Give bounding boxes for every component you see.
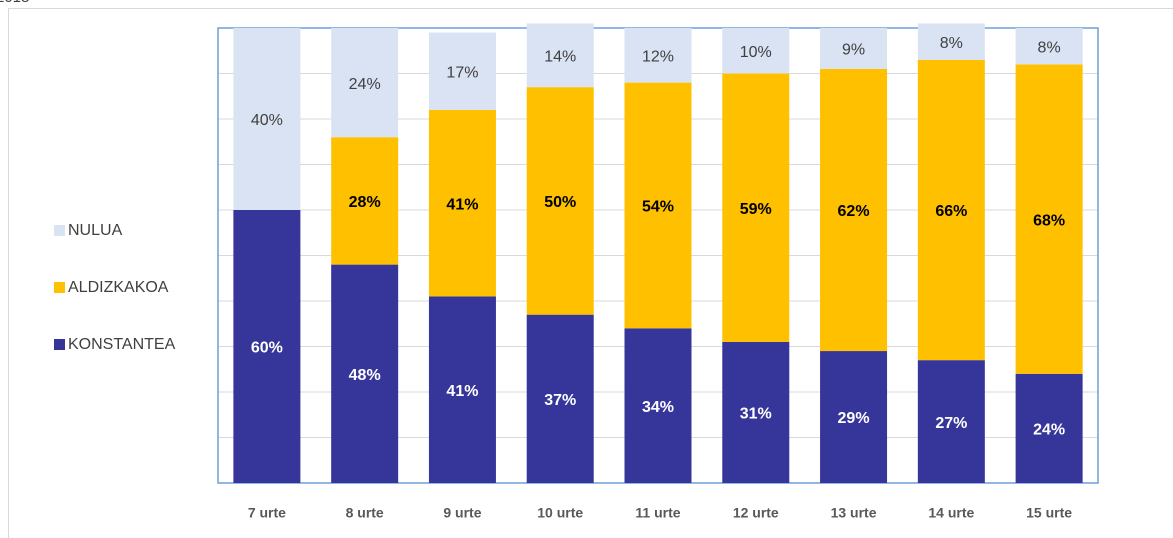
x-tick-label: 11 urte (635, 505, 680, 521)
bar-segment (820, 351, 888, 483)
x-tick-label: 9 urte (443, 505, 481, 521)
x-tick-label: 10 urte (537, 505, 583, 521)
bar-segment (428, 296, 496, 483)
data-label: 24% (1033, 422, 1065, 439)
legend-swatch (54, 282, 65, 293)
bar-segment (526, 87, 594, 315)
data-label: 60% (251, 340, 283, 357)
data-label: 8% (940, 35, 963, 52)
data-label: 37% (544, 392, 576, 409)
bar-segment (624, 328, 692, 483)
data-label: 27% (935, 415, 967, 432)
bar-segment (917, 23, 985, 60)
data-label: 34% (642, 399, 674, 416)
bar-segment (624, 28, 692, 83)
bar-segment (428, 32, 496, 110)
bar-segment (331, 137, 399, 265)
data-label: 48% (349, 367, 381, 384)
bar-segment (526, 314, 594, 483)
bar-segment (820, 28, 888, 69)
x-tick-label: 8 urte (346, 505, 384, 521)
x-tick-label: 13 urte (831, 505, 877, 521)
bar-segment (917, 360, 985, 483)
bar-segment (1015, 373, 1083, 483)
bar-segment (722, 73, 790, 342)
legend-label: NULUA (68, 222, 123, 239)
bar-segment (233, 210, 301, 483)
x-tick-label: 12 urte (733, 505, 779, 521)
bar-segment (722, 28, 790, 74)
bar-segment (917, 59, 985, 361)
bar-segment (624, 82, 692, 329)
bar-segment (428, 109, 496, 297)
bar-segment (526, 23, 594, 88)
data-label: 8% (1038, 39, 1061, 56)
caption: 2018 (0, 0, 29, 6)
bar-segment (1015, 64, 1083, 374)
data-label: 28% (349, 194, 381, 211)
x-tick-label: 7 urte (248, 505, 286, 521)
data-label: 29% (838, 410, 870, 427)
legend-swatch (54, 225, 65, 236)
data-label: 12% (642, 49, 674, 66)
data-label: 62% (838, 203, 870, 220)
data-label: 14% (544, 49, 576, 66)
legend-label: KONSTANTEA (68, 336, 176, 353)
bar-segment (331, 264, 399, 483)
data-label: 54% (642, 199, 674, 216)
data-label: 9% (842, 42, 865, 59)
data-label: 59% (740, 201, 772, 218)
data-label: 31% (740, 406, 772, 423)
data-label: 68% (1033, 212, 1065, 229)
bar-segment (331, 28, 399, 138)
data-label: 40% (251, 112, 283, 129)
bar-segment (722, 341, 790, 483)
bar-segment (1015, 28, 1083, 65)
data-label: 10% (740, 44, 772, 61)
x-tick-label: 15 urte (1026, 505, 1072, 521)
bar-segment (820, 68, 888, 352)
x-tick-label: 14 urte (928, 505, 974, 521)
legend-swatch (54, 339, 65, 350)
data-label: 41% (446, 196, 478, 213)
data-label: 50% (544, 194, 576, 211)
data-label: 24% (349, 76, 381, 93)
data-label: 17% (446, 64, 478, 81)
data-label: 66% (935, 203, 967, 220)
legend-label: ALDIZKAKOA (68, 279, 169, 296)
bar-segment (233, 28, 301, 210)
data-label: 41% (446, 383, 478, 400)
